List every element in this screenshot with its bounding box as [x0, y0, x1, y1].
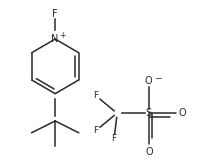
Text: F: F	[52, 9, 58, 19]
Text: +: +	[59, 31, 66, 40]
Text: F: F	[94, 126, 99, 135]
Text: F: F	[94, 91, 99, 100]
Text: −: −	[154, 73, 162, 82]
Text: S: S	[146, 108, 152, 118]
Text: O: O	[145, 147, 153, 157]
Text: N: N	[51, 34, 59, 44]
Text: F: F	[111, 134, 116, 143]
Text: O: O	[178, 108, 186, 118]
Text: O: O	[144, 76, 152, 86]
